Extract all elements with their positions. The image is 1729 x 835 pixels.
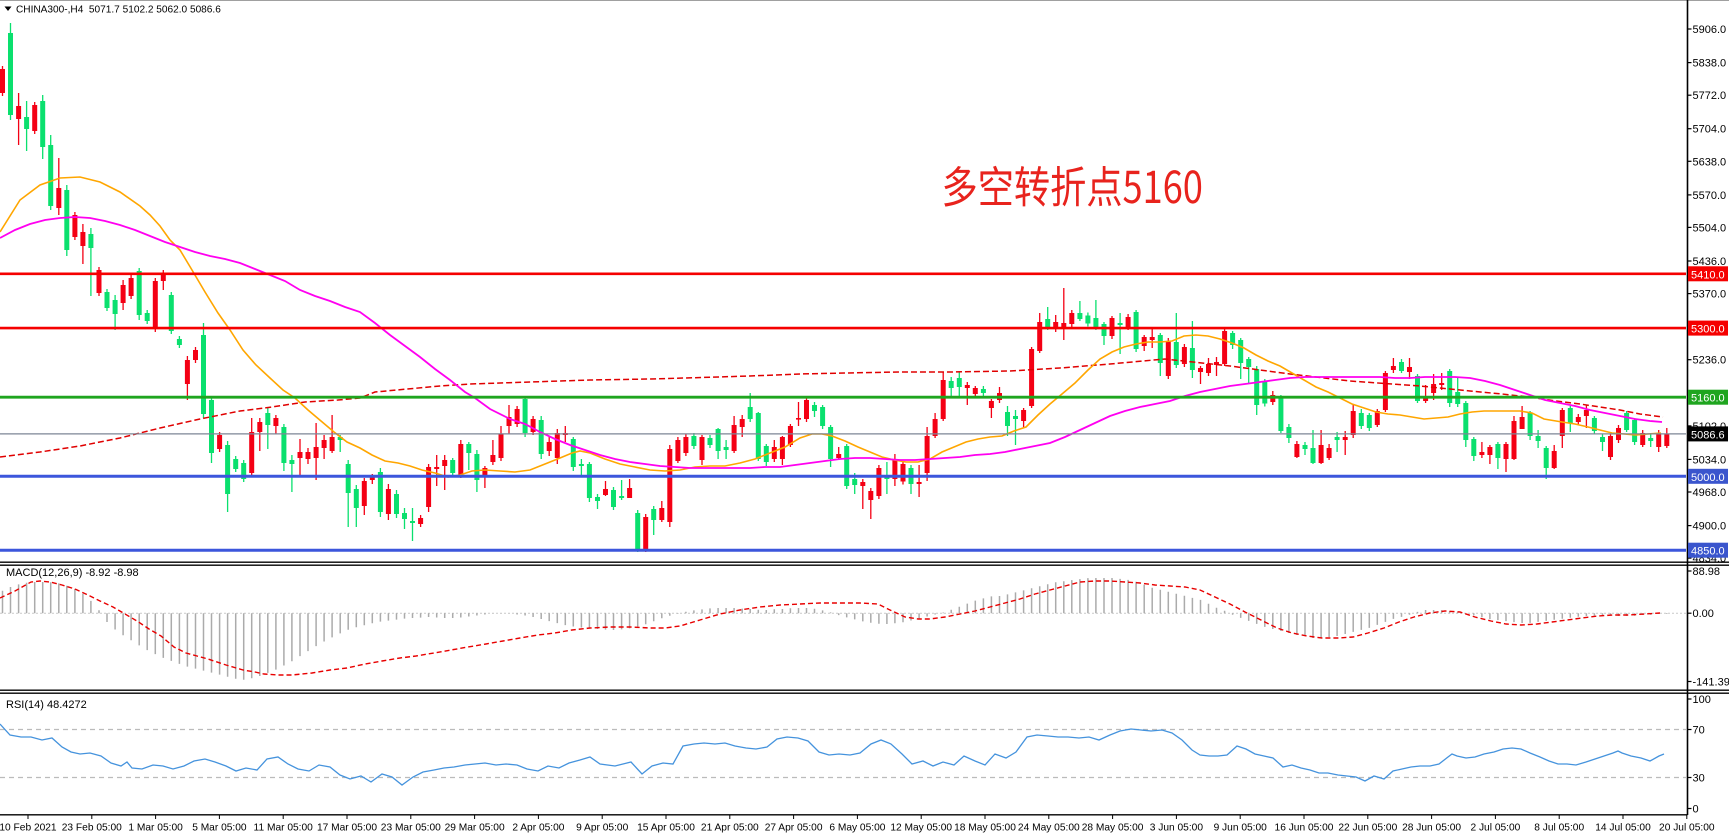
- svg-text:88.98: 88.98: [1693, 566, 1721, 578]
- svg-text:11 Mar 05:00: 11 Mar 05:00: [254, 823, 314, 834]
- svg-text:9 Jun 05:00: 9 Jun 05:00: [1214, 823, 1268, 834]
- svg-text:5410.0: 5410.0: [1691, 269, 1725, 281]
- svg-text:5436.0: 5436.0: [1693, 256, 1727, 268]
- svg-text:-141.39: -141.39: [1693, 677, 1729, 689]
- svg-text:30: 30: [1693, 773, 1705, 785]
- svg-text:8 Jul 05:00: 8 Jul 05:00: [1534, 823, 1584, 834]
- svg-text:5160.0: 5160.0: [1691, 393, 1725, 405]
- svg-text:5000.0: 5000.0: [1691, 472, 1725, 484]
- svg-text:4900.0: 4900.0: [1693, 521, 1727, 533]
- svg-text:5772.0: 5772.0: [1693, 90, 1727, 102]
- svg-text:5034.0: 5034.0: [1693, 454, 1727, 466]
- svg-text:2 Jul 05:00: 2 Jul 05:00: [1470, 823, 1520, 834]
- svg-text:MACD(12,26,9) -8.92 -8.98: MACD(12,26,9) -8.92 -8.98: [6, 567, 139, 579]
- svg-text:1 Mar 05:00: 1 Mar 05:00: [128, 823, 183, 834]
- svg-text:5638.0: 5638.0: [1693, 156, 1727, 168]
- svg-text:5504.0: 5504.0: [1693, 222, 1727, 234]
- svg-text:100: 100: [1693, 694, 1711, 706]
- svg-text:10 Feb 2021: 10 Feb 2021: [0, 823, 57, 834]
- svg-text:5236.0: 5236.0: [1693, 355, 1727, 367]
- svg-text:5838.0: 5838.0: [1693, 58, 1727, 70]
- svg-text:12 May 05:00: 12 May 05:00: [890, 823, 952, 834]
- svg-text:4968.0: 4968.0: [1693, 487, 1727, 499]
- svg-text:28 Jun 05:00: 28 Jun 05:00: [1402, 823, 1461, 834]
- svg-text:9 Apr 05:00: 9 Apr 05:00: [576, 823, 628, 834]
- svg-text:5906.0: 5906.0: [1693, 24, 1727, 36]
- svg-text:23 Feb 05:00: 23 Feb 05:00: [62, 823, 122, 834]
- svg-text:2 Apr 05:00: 2 Apr 05:00: [512, 823, 564, 834]
- svg-text:RSI(14) 48.4272: RSI(14) 48.4272: [6, 699, 87, 711]
- svg-text:18 May 05:00: 18 May 05:00: [954, 823, 1016, 834]
- svg-text:4850.0: 4850.0: [1691, 546, 1725, 558]
- svg-text:5370.0: 5370.0: [1693, 289, 1727, 301]
- svg-text:5086.6: 5086.6: [1691, 429, 1725, 441]
- svg-text:16 Jun 05:00: 16 Jun 05:00: [1275, 823, 1334, 834]
- svg-text:CHINA300-,H4 5071.7 5102.2 50: CHINA300-,H4 5071.7 5102.2 5062.0 5086.6: [16, 5, 221, 16]
- svg-text:0.00: 0.00: [1693, 608, 1714, 620]
- svg-text:17 Mar 05:00: 17 Mar 05:00: [317, 823, 377, 834]
- svg-text:5300.0: 5300.0: [1691, 324, 1725, 336]
- svg-text:0: 0: [1693, 804, 1699, 816]
- svg-text:14 Jul 05:00: 14 Jul 05:00: [1595, 823, 1651, 834]
- svg-text:27 Apr 05:00: 27 Apr 05:00: [765, 823, 823, 834]
- svg-text:23 Mar 05:00: 23 Mar 05:00: [381, 823, 441, 834]
- svg-text:21 Apr 05:00: 21 Apr 05:00: [701, 823, 759, 834]
- svg-text:5570.0: 5570.0: [1693, 190, 1727, 202]
- svg-text:15 Apr 05:00: 15 Apr 05:00: [637, 823, 695, 834]
- svg-text:28 May 05:00: 28 May 05:00: [1082, 823, 1144, 834]
- svg-text:24 May 05:00: 24 May 05:00: [1018, 823, 1080, 834]
- svg-text:3 Jun 05:00: 3 Jun 05:00: [1150, 823, 1204, 834]
- svg-text:70: 70: [1693, 725, 1705, 737]
- svg-text:29 Mar 05:00: 29 Mar 05:00: [445, 823, 505, 834]
- svg-text:20 Jul 05:00: 20 Jul 05:00: [1659, 823, 1715, 834]
- svg-text:5704.0: 5704.0: [1693, 124, 1727, 136]
- svg-text:6 May 05:00: 6 May 05:00: [829, 823, 885, 834]
- svg-text:5 Mar 05:00: 5 Mar 05:00: [192, 823, 247, 834]
- svg-text:22 Jun 05:00: 22 Jun 05:00: [1338, 823, 1397, 834]
